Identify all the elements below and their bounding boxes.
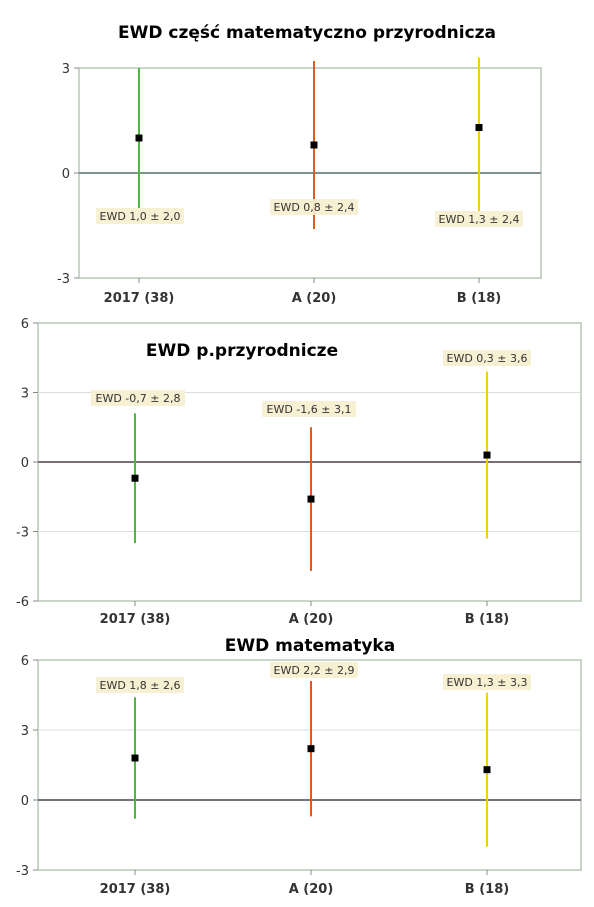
value-label: EWD 0,8 ± 2,4 <box>274 201 355 214</box>
data-point <box>131 474 139 482</box>
value-label-bg <box>270 199 358 215</box>
y-tick-label: 0 <box>21 456 29 471</box>
data-point <box>483 451 491 459</box>
data-point <box>135 134 143 142</box>
value-label-bg <box>435 211 523 227</box>
value-label-bg <box>96 677 184 693</box>
y-tick-label: 3 <box>21 724 29 739</box>
value-label-bg <box>270 662 358 678</box>
x-category-label: A (20) <box>292 291 337 306</box>
value-label-bg <box>90 390 186 406</box>
value-label: EWD 1,3 ± 2,4 <box>439 213 520 226</box>
y-tick-label: -3 <box>57 272 70 287</box>
value-label-bg <box>261 401 357 417</box>
value-label: EWD -1,6 ± 3,1 <box>267 403 352 416</box>
value-label-bg <box>443 674 531 690</box>
data-point <box>307 495 315 503</box>
y-tick-label: 3 <box>62 62 70 77</box>
value-label-bg <box>96 208 184 224</box>
chart-panel-1: 3 0 -3 EWD część matematyczno przyrodnicza 2… <box>57 23 542 306</box>
y-tick-label: -3 <box>16 526 29 541</box>
y-tick-label: 6 <box>21 654 29 669</box>
chart-title: EWD część matematyczno przyrodnicza <box>118 23 496 43</box>
chart-panel-3: 6 3 0 -3 EWD matematyka 2017 (38) A (20) B (18)… <box>16 636 582 897</box>
chart-title: EWD matematyka <box>225 636 395 656</box>
x-category-label: B (18) <box>465 882 509 897</box>
x-category-label: A (20) <box>289 882 334 897</box>
y-tick-label: 3 <box>21 387 29 402</box>
x-category-label: 2017 (38) <box>100 882 171 897</box>
value-label: EWD 1,8 ± 2,6 <box>100 679 181 692</box>
x-category-label: 2017 (38) <box>100 612 171 627</box>
x-category-label: 2017 (38) <box>104 291 175 306</box>
x-category-label: B (18) <box>457 291 501 306</box>
data-point <box>483 766 491 774</box>
x-category-label: A (20) <box>289 612 334 627</box>
data-point <box>131 754 139 762</box>
y-tick-label: 0 <box>21 794 29 809</box>
chart-panel-2: 6 3 0 -3 -6 EWD p.przyrodnicze 2017 (38) A (20)… <box>16 317 582 627</box>
value-label: EWD 0,3 ± 3,6 <box>447 352 528 365</box>
y-tick-label: 6 <box>21 317 29 332</box>
x-category-label: B (18) <box>465 612 509 627</box>
y-tick-label: -6 <box>16 595 29 610</box>
data-point <box>310 141 318 149</box>
data-point <box>475 124 483 131</box>
y-tick-label: -3 <box>16 864 29 879</box>
value-label: EWD 2,2 ± 2,9 <box>274 664 355 677</box>
chart-title: EWD p.przyrodnicze <box>146 341 338 361</box>
value-label-bg <box>443 350 531 366</box>
value-label: EWD 1,0 ± 2,0 <box>100 210 181 223</box>
plot-frame <box>37 659 582 871</box>
y-tick-label: 0 <box>62 167 70 182</box>
value-label: EWD -0,7 ± 2,8 <box>96 392 181 405</box>
value-label: EWD 1,3 ± 3,3 <box>447 676 528 689</box>
data-point <box>307 745 315 753</box>
